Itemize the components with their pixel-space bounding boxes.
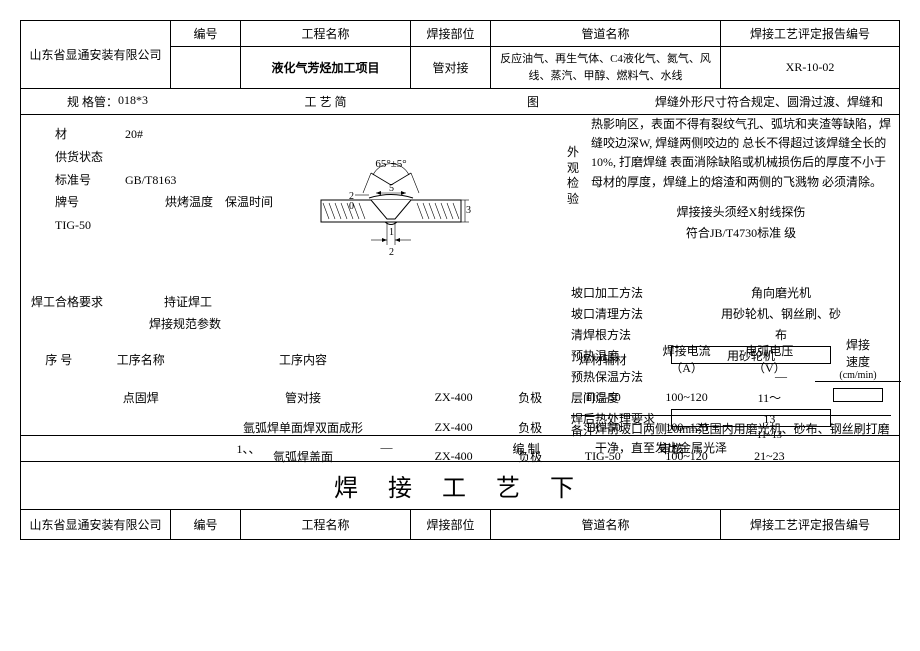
material-info: 材20# 供货状态 标准号GB/T8163 牌号烘烤温度保温时间 TIG-50 [31, 123, 331, 237]
top-header-table: 山东省显通安装有限公司 编号 工程名称 焊接部位 管道名称 焊接工艺评定报告编号… [20, 20, 900, 89]
col-project: 工程名称 [241, 21, 411, 47]
col-weldpos: 焊接部位 [411, 21, 491, 47]
svg-text:1: 1 [389, 227, 394, 238]
inspection-block: 外观检验 热影响区，表面不得有裂纹气孔、弧坑和夹渣等缺陷，焊缝咬边深W, 焊缝两… [591, 115, 891, 245]
svg-text:2: 2 [389, 247, 394, 258]
company-cell: 山东省显通安装有限公司 [21, 21, 171, 89]
spec-row: 规 格管：018*3 工 艺 简 图 焊缝外形尺寸符合规定、圆滑过渡、焊缝和 [20, 89, 900, 115]
right-params: 坡口加工方法角向磨光机 坡口清理方法用砂轮机、钢丝刷、砂 清焊根方法布 预热温度… [571, 283, 891, 430]
qualify-row: 焊工合格要求 持证焊工 [31, 293, 212, 310]
col-report: 焊接工艺评定报告编号 [721, 21, 900, 47]
remark-row: 备注 焊前坡口两侧20mm范围内用磨光机、砂布、钢丝刷打磨干净，直至发出金属光泽 [571, 415, 891, 458]
bottom-header-table: 山东省显通安装有限公司 编号 工程名称 焊接部位 管道名称 焊接工艺评定报告编号 [20, 509, 900, 540]
big-title: 焊 接 工 艺 下 [20, 462, 900, 509]
param-title: 焊接规范参数 [149, 315, 221, 332]
inspection-text: 热影响区，表面不得有裂纹气孔、弧坑和夹渣等缺陷，焊缝咬边深W, 焊缝两侧咬边的 … [591, 115, 891, 192]
val-code [171, 47, 241, 89]
svg-text:5: 5 [389, 183, 394, 194]
svg-text:3: 3 [466, 205, 471, 216]
val-pipe: 反应油气、再生气体、C4液化气、氮气、风线、蒸汽、甲醇、燃料气、水线 [491, 47, 721, 89]
col-code: 编号 [171, 21, 241, 47]
val-report: XR-10-02 [721, 47, 900, 89]
svg-text:0: 0 [349, 201, 354, 212]
inspection-side-label: 外观检验 [567, 145, 581, 207]
col-pipe: 管道名称 [491, 21, 721, 47]
xray-req: 焊接接头须经X射线探伤 符合JB/T4730标准 级 [591, 202, 891, 245]
val-weldpos: 管对接 [411, 47, 491, 89]
weld-diagram: 65°±5° 2 0 5 3 [301, 155, 481, 269]
val-project: 液化气芳烃加工项目 [241, 47, 411, 89]
mid-section: 材20# 供货状态 标准号GB/T8163 牌号烘烤温度保温时间 TIG-50 … [20, 115, 900, 435]
